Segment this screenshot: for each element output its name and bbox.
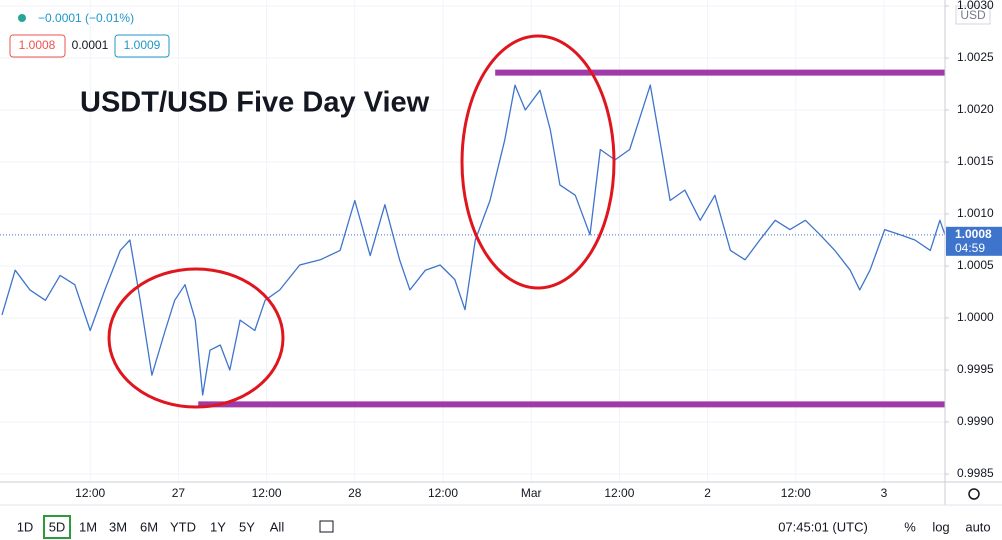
scale-option[interactable]: auto <box>965 519 990 534</box>
range-button[interactable]: 1D <box>17 519 34 534</box>
highlight-ellipse <box>107 267 285 409</box>
range-button[interactable]: YTD <box>170 519 196 534</box>
toolbar: 1D 5D 1M 3M 6M YTD 1Y 5Y All 07:45:01 (UTC)% log au… <box>17 515 991 539</box>
scale-option[interactable]: log <box>932 519 949 534</box>
range-active <box>43 515 71 539</box>
last-price-box <box>946 226 1002 256</box>
x-tick-label: 12:00 <box>604 486 634 500</box>
y-tick-label: 1.0000 <box>957 310 994 324</box>
y-tick-label: 0.9990 <box>957 414 994 428</box>
y-tick-label: 1.0020 <box>957 102 994 116</box>
highlight-ellipse <box>460 34 616 290</box>
ask-box <box>114 34 170 58</box>
status-dot <box>18 14 26 22</box>
range-button[interactable]: 5D <box>49 519 66 534</box>
gear[interactable] <box>968 488 980 500</box>
x-tick-label: 12:00 <box>75 486 105 500</box>
x-tick-label: Mar <box>521 486 542 500</box>
x-tick-label: 3 <box>881 486 888 500</box>
settings-icon[interactable] <box>968 488 980 500</box>
range-button[interactable]: 5Y <box>239 519 255 534</box>
plot <box>0 69 946 408</box>
range-button[interactable]: All <box>270 519 285 534</box>
calendar-icon[interactable] <box>319 520 334 533</box>
y-tick-label: 1.0025 <box>957 50 994 64</box>
clock: 07:45:01 (UTC) <box>778 519 868 534</box>
range-button[interactable]: 6M <box>140 519 158 534</box>
chart-title: USDT/USD Five Day View <box>80 87 430 119</box>
ask-text: 1.0009 <box>124 38 161 52</box>
x-tick-label: 12:00 <box>252 486 282 500</box>
x-tick-label: 2 <box>704 486 711 500</box>
x-tick-label: 28 <box>348 486 362 500</box>
range-button[interactable]: 1Y <box>210 519 226 534</box>
spread-text: 0.0001 <box>72 38 109 52</box>
y-tick-label: 0.9995 <box>957 362 994 376</box>
range-button[interactable]: 1M <box>79 519 97 534</box>
currency: USD <box>960 8 986 22</box>
currency-box <box>955 5 991 25</box>
y-tick-label: 0.9985 <box>957 466 994 480</box>
range-button[interactable]: 3M <box>109 519 127 534</box>
last-price-label: 1.0008 <box>955 227 992 241</box>
calendar[interactable] <box>319 520 334 533</box>
y-tick-label: 1.0005 <box>957 258 994 272</box>
y-tick-label: 1.0015 <box>957 154 994 168</box>
x-tick-label: 12:00 <box>428 486 458 500</box>
x-tick-label: 12:00 <box>781 486 811 500</box>
bid-box <box>9 34 66 58</box>
x-tick-label: 27 <box>172 486 186 500</box>
bid-text: 1.0008 <box>19 38 56 52</box>
countdown-label: 04:59 <box>955 241 985 255</box>
scale-option[interactable]: % <box>904 519 916 534</box>
y-tick-label: 1.0030 <box>957 0 994 12</box>
y-tick-label: 1.0010 <box>957 206 994 220</box>
change-text: −0.0001 (−0.01%) <box>38 11 134 25</box>
price-line <box>1 84 946 396</box>
